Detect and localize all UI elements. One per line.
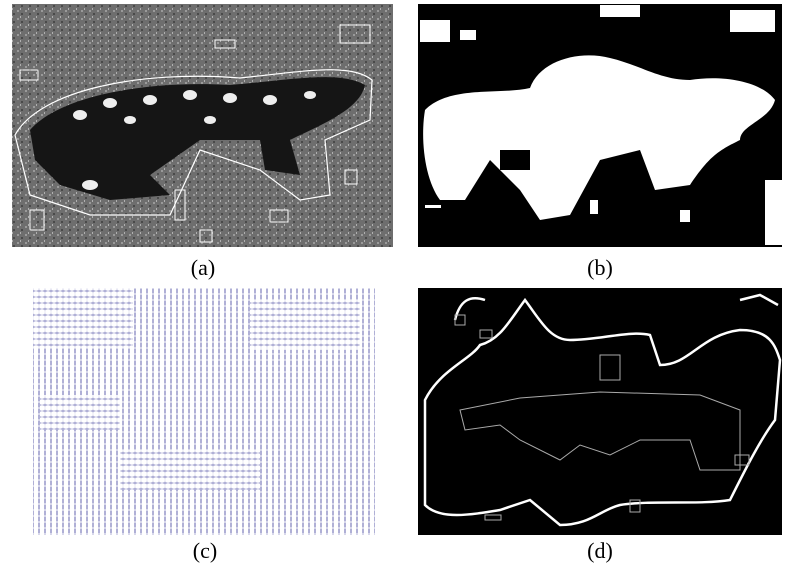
- panel-c: [33, 288, 375, 535]
- panel-b: [418, 4, 782, 247]
- panel-d: [418, 288, 782, 535]
- caption: (a): [191, 255, 215, 280]
- caption: (d): [587, 538, 613, 563]
- caption: (c): [193, 538, 217, 563]
- panel-a: [12, 4, 393, 247]
- caption: (b): [587, 255, 613, 280]
- figure: (a) (b) (c) (d): [0, 0, 787, 572]
